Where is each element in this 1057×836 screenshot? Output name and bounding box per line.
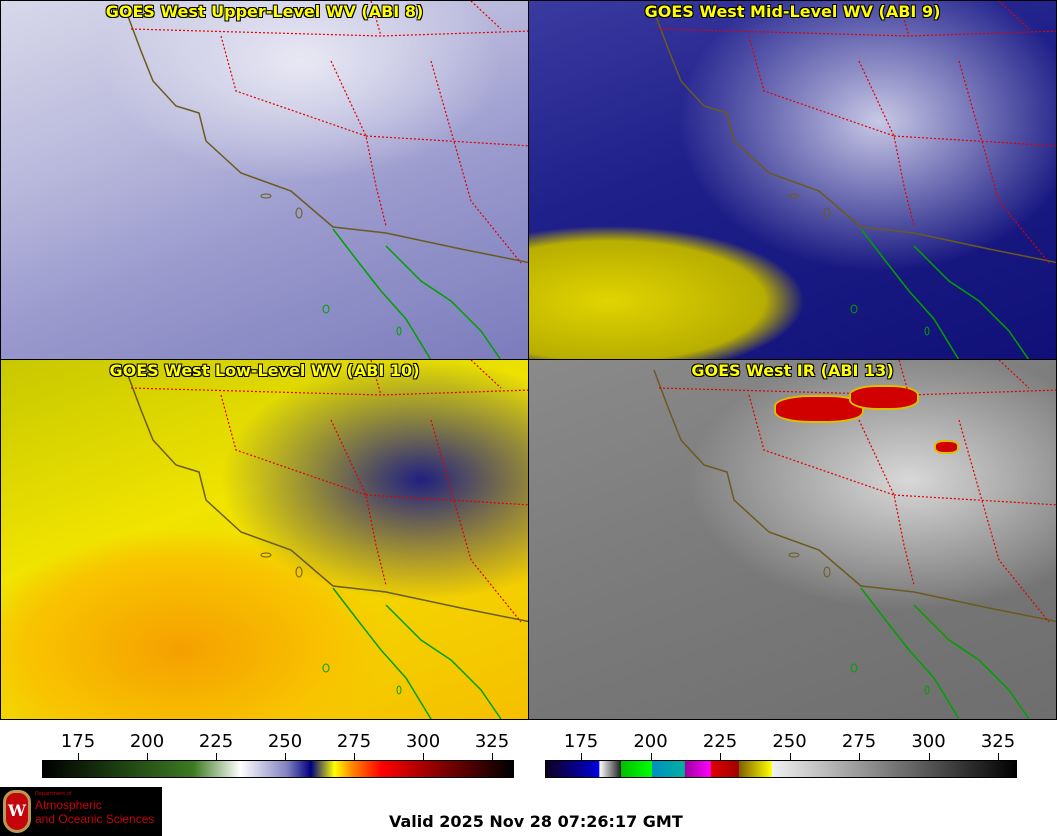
colorbar-tick-mark (998, 753, 999, 760)
panel-title: GOES West Mid-Level WV (ABI 9) (644, 2, 941, 21)
colorbar-tick-label: 250 (267, 731, 303, 752)
colorbar-tick-mark (354, 753, 355, 760)
colorbar-tick-label: 300 (405, 731, 441, 752)
colorbar-tick-label: 225 (198, 731, 234, 752)
colorbar-tick-mark (423, 753, 424, 760)
colorbar-wv (42, 760, 514, 778)
colorbar-tick-label: 175 (60, 731, 96, 752)
colorbar-tick-mark (492, 753, 493, 760)
colorbar-tick-mark (650, 753, 652, 760)
map-overlay (125, 1, 528, 359)
colorbar-tick-mark (78, 753, 79, 760)
colorbar-tick-mark (581, 753, 582, 760)
cold-cloud-top (849, 385, 919, 410)
logo-line2: Atmospheric (35, 798, 102, 812)
colorbar-tick-mark (720, 753, 721, 760)
colorbar-tick-label: 325 (980, 731, 1016, 752)
colorbar-tick-mark (928, 753, 930, 760)
colorbar-ir (545, 760, 1017, 778)
colorbar-tick-mark (285, 753, 286, 760)
colorbar-tick-label: 200 (129, 731, 165, 752)
colorbar-tick-mark (859, 753, 860, 760)
map-overlay (653, 360, 1056, 719)
colorbar-tick-label: 200 (633, 731, 668, 752)
colorbar-tick-label: 225 (702, 731, 738, 752)
colorbar-tick-mark (789, 753, 791, 760)
logo-line1: Department of (35, 791, 72, 797)
logo-line3: and Oceanic Sciences (35, 812, 155, 826)
colorbar-tick-label: 175 (563, 731, 599, 752)
panel-title: GOES West Upper-Level WV (ABI 8) (105, 2, 424, 21)
map-overlay (653, 1, 1056, 359)
cold-cloud-top (934, 440, 959, 454)
panel-title: GOES West IR (ABI 13) (691, 361, 894, 380)
colorbar-tick-label: 250 (772, 731, 807, 752)
colorbar-tick-label: 275 (336, 731, 372, 752)
valid-time: Valid 2025 Nov 28 07:26:17 GMT (389, 812, 683, 831)
colorbar-tick-label: 300 (911, 731, 946, 752)
colorbar-tick-mark (216, 753, 217, 760)
panel-mid-level-wv: GOES West Mid-Level WV (ABI 9) (528, 0, 1057, 360)
panel-upper-level-wv: GOES West Upper-Level WV (ABI 8) (0, 0, 529, 360)
colorbar-tick-label: 275 (841, 731, 877, 752)
uw-crest-icon: W (3, 790, 31, 833)
panel-low-level-wv: GOES West Low-Level WV (ABI 10) (0, 359, 529, 720)
map-overlay (125, 360, 528, 719)
aos-logo: W Department of Atmospheric and Oceanic … (0, 787, 162, 836)
colorbar-tick-mark (147, 753, 148, 760)
colorbar-tick-label: 325 (474, 731, 510, 752)
panel-ir: GOES West IR (ABI 13) (528, 359, 1057, 720)
panel-title: GOES West Low-Level WV (ABI 10) (109, 361, 420, 380)
